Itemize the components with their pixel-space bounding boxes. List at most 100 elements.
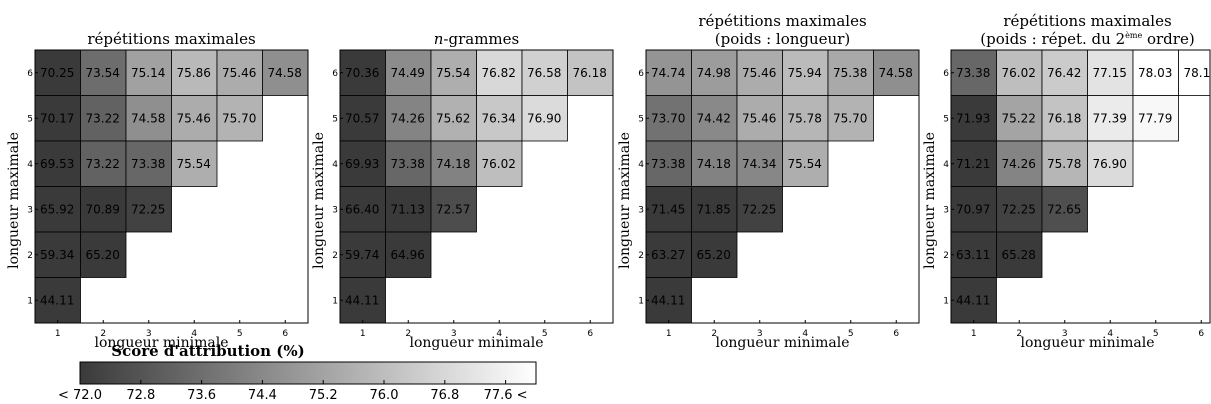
cell-value: 74.42	[697, 111, 731, 125]
colorbar-tick-label: 76.0	[370, 388, 399, 403]
y-tick-label: 2	[638, 251, 644, 261]
panel-cells: 70.25 73.54 75.14 75.86 75.46 74.58 70.17 73.22…	[35, 50, 308, 323]
axes-frame	[339, 49, 614, 324]
cell-value: 64.96	[391, 248, 425, 262]
x-tick-label: 2	[1016, 329, 1022, 339]
heatmap-cell	[216, 95, 263, 142]
cell-value: 70.89	[86, 202, 120, 216]
title-italic-part: n	[434, 30, 444, 48]
y-tick-label: 5	[943, 114, 949, 124]
x-tick-label: 5	[237, 329, 243, 339]
x-tick-label: 3	[451, 329, 457, 339]
cell-value: 74.26	[1002, 157, 1036, 171]
y-axis-label: longueur maximale	[311, 132, 327, 269]
panel-cells: 70.36 74.49 75.54 76.82 76.58 76.18 70.57 74.26…	[340, 50, 613, 323]
cell-value: 76.90	[1093, 157, 1127, 171]
cell-value: 75.62	[436, 111, 470, 125]
cell-value: 76.18	[1047, 111, 1081, 125]
y-tick-label: 1	[638, 296, 644, 306]
x-axis-label: longueur minimale	[1021, 335, 1155, 351]
cell-value: 70.17	[40, 111, 74, 125]
cell-value: 77.39	[1093, 111, 1127, 125]
heatmap-cell	[476, 50, 523, 96]
cell-value: 44.11	[651, 293, 685, 307]
heatmap-cell	[216, 50, 263, 96]
cell-value: 44.11	[40, 293, 74, 307]
cell-value: 74.58	[879, 66, 913, 80]
heatmap-cell	[996, 231, 1043, 278]
cell-value: 76.18	[573, 66, 607, 80]
x-tick-label: 6	[587, 329, 593, 339]
cell-value: 70.97	[956, 202, 990, 216]
heatmap-cell	[340, 231, 386, 278]
cell-value: 69.93	[345, 157, 379, 171]
cell-value: 78.11	[1184, 66, 1211, 80]
heatmap-cell	[782, 140, 829, 187]
cell-value: 72.25	[742, 202, 776, 216]
axes-frame	[34, 49, 309, 324]
y-tick-label: 5	[332, 114, 338, 124]
x-axis-label: longueur minimale	[716, 335, 850, 351]
heatmap-cell	[646, 186, 692, 233]
y-tick-label: 2	[943, 251, 949, 261]
heatmap-cell	[80, 186, 127, 233]
panel-title-line-2: (poids : longueur)	[715, 30, 850, 48]
cell-value: 73.70	[651, 111, 685, 125]
cell-value: 71.93	[956, 111, 990, 125]
heatmap-cell	[827, 50, 874, 96]
cell-value: 75.94	[788, 66, 822, 80]
heatmap-panel-3: 74.74 74.98 75.46 75.94 75.38 74.58 73.70 74.42…	[617, 12, 920, 351]
cell-value: 71.45	[651, 202, 685, 216]
cell-value: 72.57	[436, 202, 470, 216]
heatmap-cell	[385, 231, 432, 278]
heatmap-cell	[430, 186, 477, 233]
cell-value: 76.82	[482, 66, 516, 80]
cell-value: 65.20	[86, 248, 120, 262]
x-tick-label: 4	[191, 329, 197, 339]
x-tick-label: 2	[405, 329, 411, 339]
heatmap-panel-2: 70.36 74.49 75.54 76.82 76.58 76.18 70.57 74.26…	[311, 30, 614, 351]
y-tick-label: 4	[638, 160, 644, 170]
cell-value: 73.38	[651, 157, 685, 171]
cell-value: 72.25	[1002, 202, 1036, 216]
heatmap-cell	[873, 50, 919, 96]
cell-value: 66.40	[345, 202, 379, 216]
heatmap-cell	[476, 95, 523, 142]
cell-value: 76.90	[527, 111, 561, 125]
heatmap-cell	[1041, 186, 1088, 233]
cell-value: 75.54	[436, 66, 470, 80]
panel-cells: 74.74 74.98 75.46 75.94 75.38 74.58 73.70 74.42…	[646, 50, 919, 323]
cell-value: 70.25	[40, 66, 74, 80]
heatmap-cell	[1087, 140, 1134, 187]
x-tick-label: 4	[802, 329, 808, 339]
x-tick-label: 4	[1107, 329, 1113, 339]
cell-value: 71.13	[391, 202, 425, 216]
heatmap-panel-1: 70.25 73.54 75.14 75.86 75.46 74.58 70.17 73.22…	[6, 30, 309, 351]
cell-value: 73.38	[956, 66, 990, 80]
x-tick-label: 2	[711, 329, 717, 339]
cell-value: 75.54	[177, 157, 211, 171]
cell-value: 74.98	[697, 66, 731, 80]
cell-value: 63.27	[651, 248, 685, 262]
y-tick-label: 5	[27, 114, 33, 124]
y-tick-label: 6	[638, 69, 644, 79]
cell-value: 75.14	[131, 66, 165, 80]
heatmap-cell	[782, 50, 829, 96]
x-tick-label: 5	[848, 329, 854, 339]
heatmap-cell	[35, 277, 81, 323]
cell-value: 76.34	[482, 111, 516, 125]
heatmap-cell	[646, 95, 692, 142]
heatmap-cell	[35, 140, 81, 187]
heatmap-cell	[340, 277, 386, 323]
y-tick-label: 2	[332, 251, 338, 261]
cell-value: 73.22	[86, 111, 120, 125]
heatmap-cell	[430, 140, 477, 187]
heatmap-cell	[736, 186, 783, 233]
heatmap-cell	[521, 95, 568, 142]
heatmap-cell	[171, 50, 218, 96]
x-tick-label: 1	[666, 329, 672, 339]
heatmap-cell	[996, 140, 1043, 187]
cell-value: 65.20	[697, 248, 731, 262]
cell-value: 73.22	[86, 157, 120, 171]
